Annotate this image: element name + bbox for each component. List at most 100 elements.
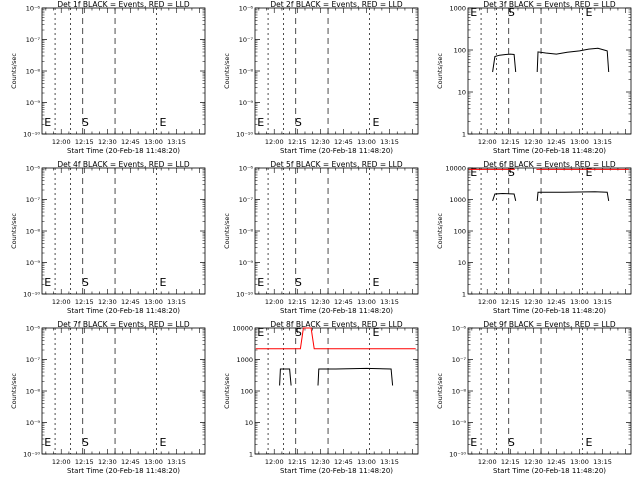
y-tick-label: 10⁻⁷ xyxy=(452,356,467,364)
marker-label-e: E xyxy=(586,6,593,19)
y-tick-label: 10⁻⁹ xyxy=(239,99,254,107)
x-tick-label: 12:30 xyxy=(98,138,117,146)
plot-frame xyxy=(254,167,419,295)
x-tick-label: 12:15 xyxy=(75,458,94,466)
x-tick-label: 13:00 xyxy=(357,138,376,146)
marker-label-e: E xyxy=(257,276,264,289)
series-line xyxy=(255,327,416,350)
panel-title: Det 4f BLACK = Events, RED = LLD xyxy=(57,160,190,169)
x-tick-label: 13:00 xyxy=(144,138,163,146)
x-tick-label: 12:30 xyxy=(311,458,330,466)
y-tick-label: 10⁻⁸ xyxy=(26,68,41,76)
y-tick-label: 10⁻¹⁰ xyxy=(23,291,40,299)
marker-label-s: S xyxy=(508,6,515,19)
panel-det-5: Det 5f BLACK = Events, RED = LLD 10⁻¹⁰ 10⁻… xyxy=(223,160,419,315)
marker-label-e: E xyxy=(44,116,51,129)
y-tick-label: 10000 xyxy=(232,325,253,333)
y-axis-label: Counts/sec xyxy=(223,213,231,249)
x-tick-label: 12:00 xyxy=(52,138,71,146)
y-tick-label: 10⁻⁶ xyxy=(452,325,467,333)
plot-frame xyxy=(467,327,632,455)
y-axis-label: Counts/sec xyxy=(436,213,444,249)
x-tick-label: 12:15 xyxy=(501,138,520,146)
panel-det-6: Det 6f BLACK = Events, RED = LLD 1 10 100 10… xyxy=(436,160,632,315)
y-tick-label: 10⁻¹⁰ xyxy=(23,131,40,139)
y-tick-label: 10 xyxy=(458,89,466,97)
x-tick-label: 12:45 xyxy=(121,138,140,146)
marker-label-e: E xyxy=(470,6,477,19)
y-tick-label: 1 xyxy=(462,291,466,299)
plot-frame xyxy=(41,167,206,295)
x-tick-label: 12:30 xyxy=(98,298,117,306)
x-axis-label: Start Time (20-Feb-18 11:48:20) xyxy=(493,147,606,155)
y-tick-label: 1000 xyxy=(449,196,466,204)
x-tick-label: 12:15 xyxy=(288,458,307,466)
x-tick-label: 12:00 xyxy=(478,298,497,306)
y-tick-label: 10 xyxy=(458,259,466,267)
panel-title: Det 3f BLACK = Events, RED = LLD xyxy=(483,0,616,9)
y-tick-label: 10⁻⁷ xyxy=(26,36,41,44)
panel-det-4: Det 4f BLACK = Events, RED = LLD 10⁻¹⁰ 10⁻… xyxy=(10,160,206,315)
series-line xyxy=(536,191,610,201)
x-tick-label: 13:00 xyxy=(144,298,163,306)
marker-label-e: E xyxy=(257,326,264,339)
x-tick-label: 13:15 xyxy=(380,138,399,146)
y-tick-label: 10⁻⁷ xyxy=(239,196,254,204)
y-tick-label: 10⁻⁷ xyxy=(26,356,41,364)
plot-frame xyxy=(254,7,419,135)
plot-frame xyxy=(467,167,632,295)
y-tick-label: 1000 xyxy=(236,356,253,364)
y-tick-label: 10⁻⁹ xyxy=(239,259,254,267)
marker-label-e: E xyxy=(373,116,380,129)
y-tick-label: 1 xyxy=(249,451,253,459)
marker-label-s: S xyxy=(82,436,89,449)
y-axis-label: Counts/sec xyxy=(10,373,18,409)
x-tick-label: 12:15 xyxy=(75,298,94,306)
y-tick-label: 10⁻⁸ xyxy=(26,388,41,396)
x-tick-label: 12:15 xyxy=(288,298,307,306)
x-tick-label: 12:30 xyxy=(524,298,543,306)
panel-title: Det 6f BLACK = Events, RED = LLD xyxy=(483,160,616,169)
series-line xyxy=(492,192,517,202)
y-tick-label: 1 xyxy=(462,131,466,139)
marker-label-s: S xyxy=(295,276,302,289)
x-axis-label: Start Time (20-Feb-18 11:48:20) xyxy=(67,307,180,315)
y-tick-label: 10⁻⁹ xyxy=(452,419,467,427)
y-tick-label: 10000 xyxy=(445,165,466,173)
marker-label-e: E xyxy=(470,436,477,449)
x-axis-label: Start Time (20-Feb-18 11:48:20) xyxy=(67,467,180,475)
y-tick-label: 10⁻¹⁰ xyxy=(236,131,253,139)
panel-det-8: Det 8f BLACK = Events, RED = LLD 1 10 100 10… xyxy=(223,320,419,475)
x-tick-label: 13:00 xyxy=(357,458,376,466)
x-tick-label: 12:45 xyxy=(334,458,353,466)
y-tick-label: 100 xyxy=(454,47,466,55)
y-tick-label: 10 xyxy=(245,419,253,427)
marker-label-e: E xyxy=(470,166,477,179)
x-tick-label: 12:00 xyxy=(265,138,284,146)
plot-frame xyxy=(467,7,632,135)
marker-label-e: E xyxy=(373,276,380,289)
marker-label-e: E xyxy=(373,326,380,339)
y-tick-label: 10⁻¹⁰ xyxy=(23,451,40,459)
panel-title: Det 7f BLACK = Events, RED = LLD xyxy=(57,320,190,329)
x-tick-label: 12:15 xyxy=(501,298,520,306)
x-tick-label: 12:15 xyxy=(75,138,94,146)
marker-label-e: E xyxy=(586,166,593,179)
y-tick-label: 10⁻⁶ xyxy=(239,165,254,173)
y-tick-label: 10⁻¹⁰ xyxy=(236,291,253,299)
panel-title: Det 9f BLACK = Events, RED = LLD xyxy=(483,320,616,329)
marker-label-s: S xyxy=(82,276,89,289)
x-tick-label: 13:00 xyxy=(570,138,589,146)
x-tick-label: 12:00 xyxy=(265,298,284,306)
y-tick-label: 10⁻⁷ xyxy=(26,196,41,204)
y-tick-label: 10⁻¹⁰ xyxy=(449,451,466,459)
marker-label-s: S xyxy=(82,116,89,129)
x-tick-label: 12:30 xyxy=(311,138,330,146)
x-tick-label: 12:00 xyxy=(265,458,284,466)
marker-label-e: E xyxy=(160,436,167,449)
y-tick-label: 10⁻⁸ xyxy=(452,388,467,396)
y-tick-label: 100 xyxy=(454,228,466,236)
marker-label-s: S xyxy=(508,166,515,179)
series-line xyxy=(317,367,394,386)
x-tick-label: 13:15 xyxy=(167,138,186,146)
